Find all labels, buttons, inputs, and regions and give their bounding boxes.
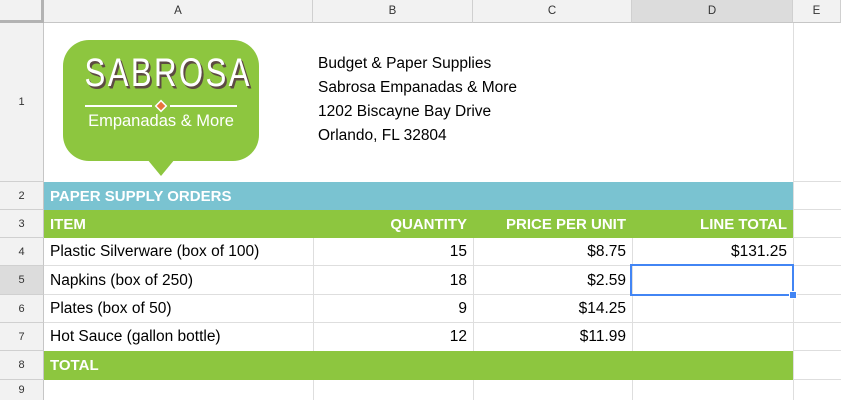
column-header-b[interactable]: B <box>313 0 473 23</box>
gridline <box>632 380 633 400</box>
fill-handle[interactable] <box>789 291 797 299</box>
divider-line <box>85 105 152 107</box>
column-header-e[interactable]: E <box>793 0 841 23</box>
header-line-total[interactable]: LINE TOTAL <box>700 215 787 233</box>
logo-divider <box>85 101 237 111</box>
diamond-icon <box>156 101 166 111</box>
cell-c4-price[interactable]: $8.75 <box>587 243 626 260</box>
cell-b6-quantity[interactable]: 9 <box>458 300 467 317</box>
column-header-d-selected[interactable]: D <box>632 0 793 23</box>
row-header-5-selected[interactable]: 5 <box>0 266 44 295</box>
row-header-3[interactable]: 3 <box>0 210 44 238</box>
row-header-8[interactable]: 8 <box>0 351 44 380</box>
gridline <box>793 181 841 182</box>
logo-speech-tail <box>147 159 175 176</box>
column-header-c[interactable]: C <box>473 0 632 23</box>
company-info-cell[interactable]: Budget & Paper Supplies Sabrosa Empanada… <box>318 52 638 148</box>
cell-b5-quantity[interactable]: 18 <box>449 271 467 289</box>
gridline <box>793 237 841 238</box>
divider-line <box>170 105 237 107</box>
company-info-line: 1202 Biscayne Bay Drive <box>318 103 492 120</box>
company-info-line: Orlando, FL 32804 <box>318 127 447 144</box>
company-info-line: Budget & Paper Supplies <box>318 55 492 72</box>
gridline <box>44 322 841 323</box>
gridline <box>473 380 474 400</box>
header-price-per-unit[interactable]: PRICE PER UNIT <box>505 215 626 233</box>
cell-d6-line-total[interactable] <box>632 295 787 323</box>
gridline <box>793 209 841 210</box>
select-all-corner[interactable] <box>0 0 44 23</box>
gridline <box>44 265 841 266</box>
selected-cell-outline[interactable] <box>630 264 794 296</box>
gridline <box>313 380 314 400</box>
cell-a5-item[interactable]: Napkins (box of 250) <box>50 271 194 289</box>
logo-tagline: Empanadas & More <box>88 112 234 130</box>
row-header-9[interactable]: 9 <box>0 380 44 400</box>
logo-wordmark: SABROSA <box>84 51 252 95</box>
row-header-1[interactable]: 1 <box>0 23 44 182</box>
cell-a4-item[interactable]: Plastic Silverware (box of 100) <box>50 243 260 260</box>
header-item[interactable]: ITEM <box>50 215 86 233</box>
table-header-band[interactable] <box>44 210 793 238</box>
row-header-4[interactable]: 4 <box>0 238 44 266</box>
row-header-2[interactable]: 2 <box>0 182 44 210</box>
cell-c7-price[interactable]: $11.99 <box>579 328 626 345</box>
total-row-cell[interactable]: TOTAL <box>44 351 793 380</box>
company-info-line: Sabrosa Empanadas & More <box>318 79 518 96</box>
section-title-cell[interactable]: PAPER SUPPLY ORDERS <box>44 182 793 210</box>
gridline <box>793 350 841 351</box>
sabrosa-logo[interactable]: SABROSA Empanadas & More <box>63 40 259 161</box>
cell-a6-item[interactable]: Plates (box of 50) <box>50 300 172 317</box>
cell-c5-price[interactable]: $2.59 <box>587 271 626 289</box>
cell-a7-item[interactable]: Hot Sauce (gallon bottle) <box>50 328 221 345</box>
gridline <box>44 294 841 295</box>
cell-c6-price[interactable]: $14.25 <box>578 300 626 317</box>
header-quantity[interactable]: QUANTITY <box>390 215 467 233</box>
cell-d4-line-total[interactable]: $131.25 <box>730 243 787 260</box>
cell-d7-line-total[interactable] <box>632 323 787 351</box>
column-header-a[interactable]: A <box>44 0 313 23</box>
cell-b4-quantity[interactable]: 15 <box>449 243 467 260</box>
cell-b7-quantity[interactable]: 12 <box>449 328 467 345</box>
row-header-6[interactable]: 6 <box>0 295 44 323</box>
row-header-7[interactable]: 7 <box>0 323 44 351</box>
gridline <box>793 23 794 400</box>
